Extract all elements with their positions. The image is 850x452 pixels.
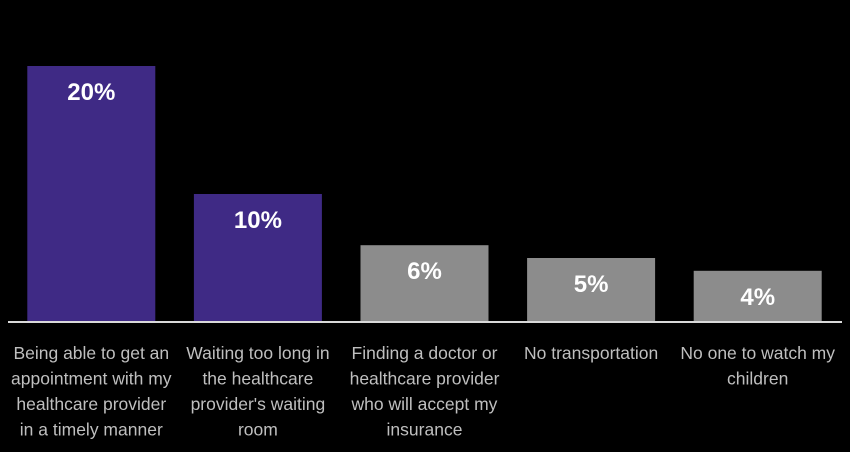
category-label-line: No transportation <box>524 343 658 363</box>
bar-3 <box>360 245 489 322</box>
value-label-3: 6% <box>407 258 442 285</box>
category-label-2: Waiting too long in the healthcare provide… <box>186 343 329 440</box>
category-label-line: healthcare provider <box>350 369 500 389</box>
value-label-1: 20% <box>67 79 115 106</box>
category-label-line: insurance <box>387 420 463 440</box>
category-label-3: Finding a doctor or healthcare provider wh… <box>350 343 500 440</box>
bar-2 <box>193 194 322 322</box>
category-label-line: provider's waiting <box>191 394 326 414</box>
bar-1 <box>27 66 156 322</box>
category-label-line: children <box>727 369 788 389</box>
category-label-line: room <box>238 420 278 440</box>
value-label-5: 4% <box>740 284 775 311</box>
category-label-line: healthcare provider <box>16 394 166 414</box>
category-label-line: Waiting too long in <box>186 343 329 363</box>
bars-group <box>27 66 822 322</box>
category-label-line: the healthcare <box>202 369 313 389</box>
category-label-5: No one to watch my children <box>680 343 835 389</box>
category-label-line: appointment with my <box>11 369 172 389</box>
bar-5 <box>693 270 822 322</box>
bar-4 <box>527 258 656 322</box>
category-label-line: Being able to get an <box>13 343 169 363</box>
category-label-1: Being able to get an appointment with my h… <box>11 343 172 440</box>
value-label-2: 10% <box>234 207 282 234</box>
category-label-line: in a timely manner <box>20 420 163 440</box>
value-label-4: 5% <box>574 271 609 298</box>
category-label-line: Finding a doctor or <box>352 343 498 363</box>
value-labels-group: 20% 10% 6% 5% 4% <box>67 79 775 311</box>
category-labels-group: Being able to get an appointment with my h… <box>11 343 835 440</box>
category-label-4: No transportation <box>524 343 658 363</box>
category-label-line: No one to watch my <box>680 343 835 363</box>
category-label-line: who will accept my <box>351 394 498 414</box>
